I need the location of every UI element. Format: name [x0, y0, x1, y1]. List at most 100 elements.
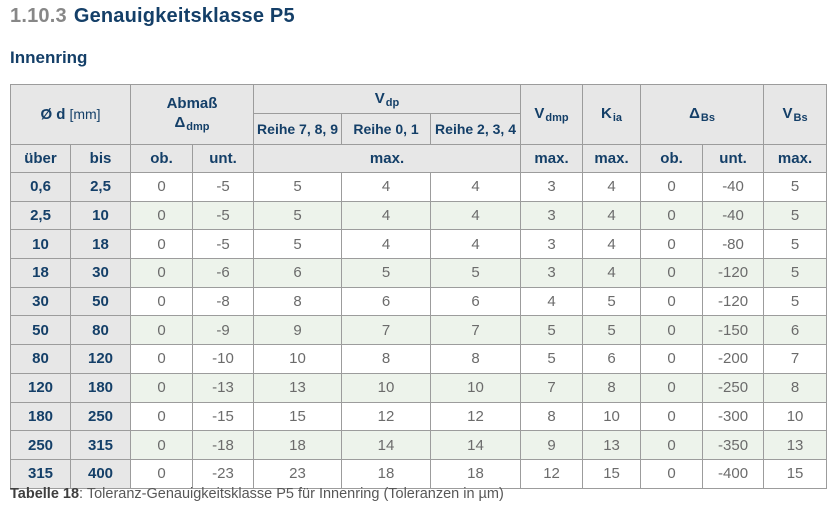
value-cell: 5: [253, 200, 343, 231]
col-header-vbs: VBs: [763, 84, 828, 145]
table-row: 0,6 2,5 0 -5 5 4 4 3 4 0 -40 5: [10, 172, 828, 202]
range-cell: 18: [69, 229, 132, 260]
value-cell: 4: [430, 229, 522, 260]
value-cell: 4: [341, 229, 432, 260]
value-cell: 8: [520, 401, 584, 432]
range-cell: 120: [69, 344, 132, 374]
value-cell: 0: [640, 172, 704, 202]
col-header-vdp: Vdp: [253, 84, 522, 114]
value-cell: -120: [702, 258, 765, 288]
value-cell: 3: [520, 200, 584, 231]
value-cell: 10: [763, 401, 828, 432]
section-number: 1.10.3: [10, 5, 67, 27]
col-header-unt-dmp: unt.: [192, 144, 255, 173]
table-row: 250 315 0 -18 18 14 14 9 13 0 -350 13: [10, 430, 828, 460]
value-cell: -80: [702, 229, 765, 260]
range-cell: 250: [69, 401, 132, 432]
range-cell: 180: [10, 401, 71, 432]
value-cell: 3: [520, 258, 584, 288]
value-cell: 5: [763, 286, 828, 317]
value-cell: 0: [640, 372, 704, 403]
col-header-max-vbs: max.: [763, 144, 828, 173]
col-header-ob-bs: ob.: [640, 144, 704, 173]
range-cell: 30: [69, 258, 132, 288]
table-row: 2,5 10 0 -5 5 4 4 3 4 0 -40 5: [10, 200, 828, 231]
value-cell: 10: [253, 344, 343, 374]
col-header-abmass: Abmaß Δdmp: [130, 84, 255, 145]
value-cell: 5: [253, 172, 343, 202]
col-header-reihe-01: Reihe 0, 1: [341, 113, 432, 145]
value-cell: 6: [430, 286, 522, 317]
value-cell: -200: [702, 344, 765, 374]
value-cell: 6: [341, 286, 432, 317]
value-cell: 13: [763, 430, 828, 460]
caption-label: Tabelle 18: [10, 486, 80, 502]
table-row: 180 250 0 -15 15 12 12 8 10 0 -300 10: [10, 401, 828, 432]
header-row-1: Ø d [mm] Abmaß Δdmp Vdp Vdmp Kia ΔBs: [9, 84, 828, 145]
value-cell: 0: [130, 200, 194, 231]
col-header-ueber: über: [10, 144, 71, 173]
range-cell: 250: [10, 430, 71, 460]
value-cell: 4: [430, 172, 522, 202]
table-header: Ø d [mm] Abmaß Δdmp Vdp Vdmp Kia ΔBs: [9, 84, 828, 173]
header-row-2: Reihe 7, 8, 9 Reihe 0, 1 Reihe 2, 3, 4: [11, 113, 827, 145]
value-cell: 7: [520, 372, 584, 403]
value-cell: 0: [640, 286, 704, 317]
abmass-label: Abmaß: [166, 94, 218, 112]
vbs-subscript: Bs: [793, 112, 808, 124]
value-cell: -18: [192, 430, 255, 460]
col-header-max-vdmp: max.: [520, 144, 584, 173]
value-cell: -120: [702, 286, 765, 317]
diameter-unit: [mm]: [69, 106, 101, 122]
kia-subscript: ia: [612, 112, 623, 124]
dbs-symbol: Δ: [689, 105, 700, 122]
col-header-kia: Kia: [582, 84, 642, 145]
value-cell: 3: [520, 229, 584, 260]
value-cell: 5: [582, 286, 642, 317]
value-cell: 0: [640, 200, 704, 231]
table-row: 315 400 0 -23 23 18 18 12 15 0 -400 15: [10, 458, 828, 489]
range-cell: 315: [10, 458, 71, 489]
value-cell: 10: [582, 401, 642, 432]
value-cell: 0: [130, 430, 194, 460]
value-cell: 0: [640, 344, 704, 374]
value-cell: 5: [763, 258, 828, 288]
table-row: 18 30 0 -6 6 5 5 3 4 0 -120 5: [10, 258, 828, 288]
value-cell: 14: [341, 430, 432, 460]
value-cell: 15: [253, 401, 343, 432]
value-cell: 10: [341, 372, 432, 403]
value-cell: -40: [702, 200, 765, 231]
value-cell: 6: [582, 344, 642, 374]
value-cell: 7: [430, 315, 522, 346]
value-cell: -40: [702, 172, 765, 202]
caption-text: : Toleranz-Genauigkeitsklasse P5 für Inn…: [79, 486, 504, 502]
value-cell: 8: [430, 344, 522, 374]
value-cell: 5: [520, 344, 584, 374]
vdp-subscript: dp: [385, 96, 400, 109]
value-cell: -250: [702, 372, 765, 403]
section-title: Genauigkeitsklasse P5: [73, 5, 295, 27]
value-cell: 8: [582, 372, 642, 403]
value-cell: 0: [640, 430, 704, 460]
col-header-vdmp: Vdmp: [520, 84, 584, 145]
value-cell: 12: [520, 458, 584, 489]
table-row: 10 18 0 -5 5 4 4 3 4 0 -80 5: [10, 229, 828, 260]
value-cell: 7: [763, 344, 828, 374]
table-row: 120 180 0 -13 13 10 10 7 8 0 -250 8: [10, 372, 828, 403]
value-cell: -9: [192, 315, 255, 346]
range-cell: 0,6: [10, 172, 71, 202]
value-cell: 0: [640, 401, 704, 432]
range-cell: 30: [10, 286, 71, 317]
col-header-reihe-234: Reihe 2, 3, 4: [430, 113, 522, 145]
range-cell: 50: [10, 315, 71, 346]
value-cell: -13: [192, 372, 255, 403]
range-cell: 400: [69, 458, 132, 489]
value-cell: 4: [520, 286, 584, 317]
value-cell: 4: [582, 200, 642, 231]
col-header-ob-dmp: ob.: [130, 144, 194, 173]
vdmp-subscript: dmp: [545, 112, 569, 124]
value-cell: -6: [192, 258, 255, 288]
value-cell: 0: [130, 258, 194, 288]
value-cell: 5: [763, 172, 828, 202]
